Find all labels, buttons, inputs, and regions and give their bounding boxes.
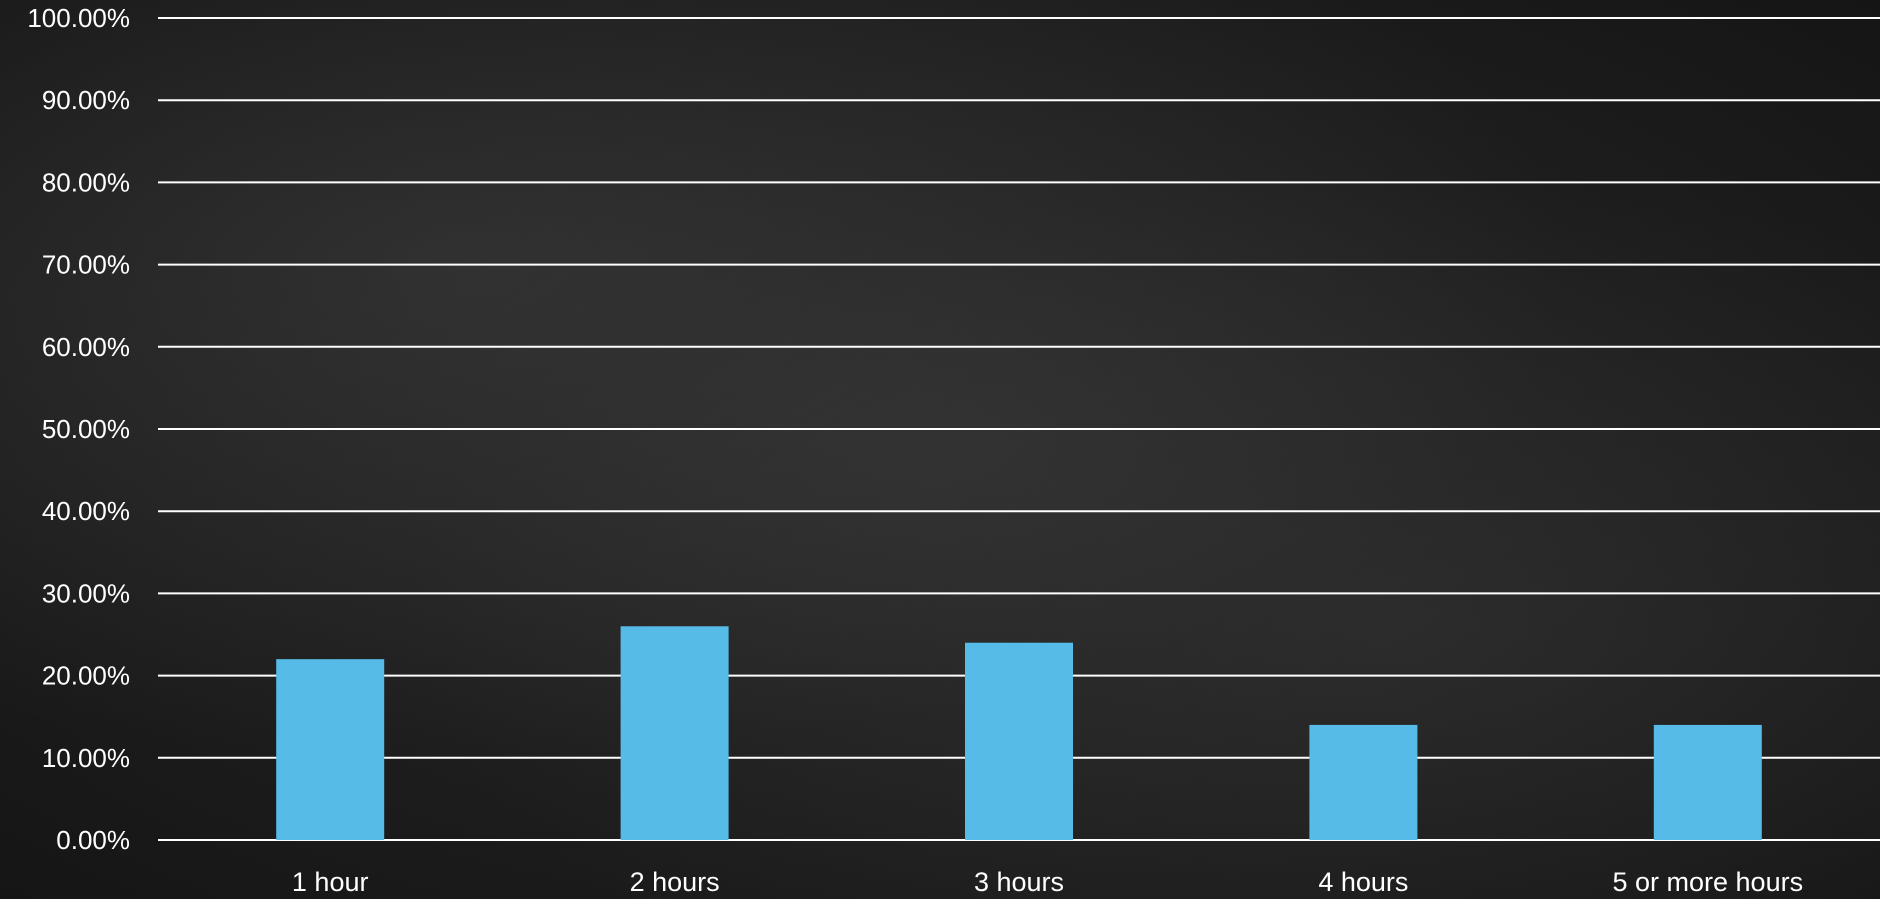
y-tick-label: 10.00%	[42, 743, 130, 773]
bar-2-hours	[620, 626, 729, 840]
y-tick-label: 30.00%	[42, 578, 130, 608]
x-category-label: 4 hours	[1318, 867, 1408, 897]
x-axis-category-labels: 1 hour 2 hours 3 hours 4 hours 5 or more hou…	[292, 867, 1803, 897]
bar-4-hours	[1309, 724, 1418, 840]
y-tick-label: 70.00%	[42, 250, 130, 280]
x-category-label: 2 hours	[630, 867, 720, 897]
gridlines	[158, 17, 1880, 841]
x-category-label: 1 hour	[292, 867, 369, 897]
y-tick-label: 40.00%	[42, 496, 130, 526]
y-tick-label: 90.00%	[42, 85, 130, 115]
y-tick-label: 80.00%	[42, 167, 130, 197]
bars	[276, 626, 1762, 840]
y-tick-label: 60.00%	[42, 332, 130, 362]
bar-1-hour	[276, 659, 385, 840]
y-tick-label: 20.00%	[42, 661, 130, 691]
x-category-label: 5 or more hours	[1613, 867, 1804, 897]
y-axis-tick-labels: 0.00% 10.00% 20.00% 30.00% 40.00% 50.00% 60.00…	[27, 3, 130, 855]
y-tick-label: 50.00%	[42, 414, 130, 444]
bar-5-or-more-hours	[1653, 724, 1762, 840]
bar-3-hours	[965, 642, 1073, 840]
x-category-label: 3 hours	[974, 867, 1064, 897]
y-tick-label: 100.00%	[27, 3, 130, 33]
y-tick-label: 0.00%	[56, 825, 130, 855]
